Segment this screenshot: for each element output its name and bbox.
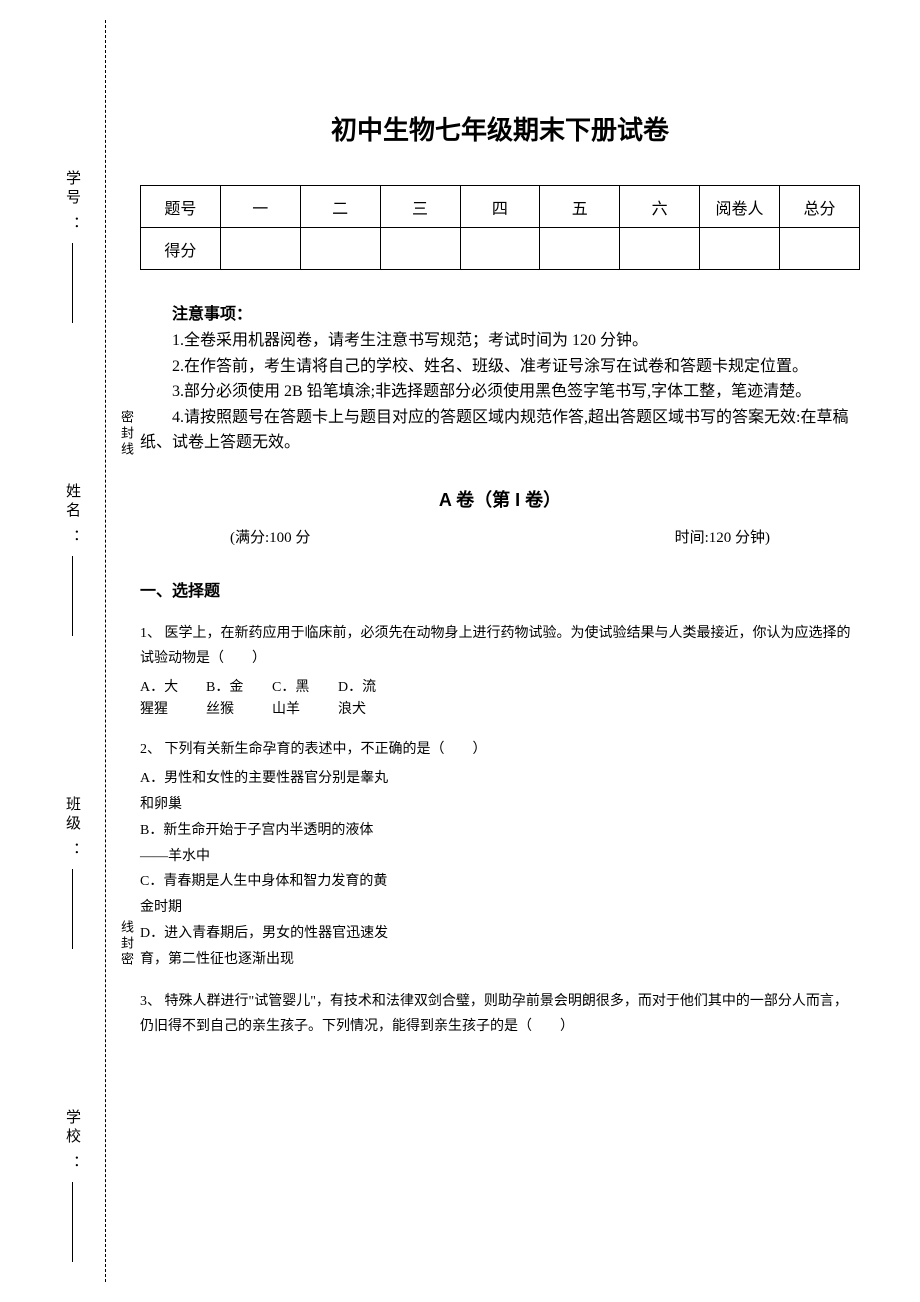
- question-3: 3、 特殊人群进行"试管婴儿"，有技术和法律双剑合璧，则助孕前景会明朗很多，而对…: [140, 989, 860, 1039]
- field-suffix: ：: [62, 842, 83, 861]
- field-blank: [72, 1182, 73, 1262]
- notice-item: 4.请按照题号在答题卡上与题目对应的答题区域内规范作答,超出答题区域书写的答案无…: [140, 405, 860, 456]
- option-c: C．黑山羊: [272, 677, 320, 720]
- cell-blank: [780, 228, 860, 270]
- notice-block: 注意事项： 1.全卷采用机器阅卷，请考生注意书写规范；考试时间为 120 分钟。…: [140, 300, 860, 456]
- option-d: D．流浪犬: [338, 677, 386, 720]
- cell-col: 四: [460, 186, 540, 228]
- field-blank: [72, 243, 73, 323]
- cell-col: 五: [540, 186, 620, 228]
- seal-line-text-top: 密封线: [117, 410, 136, 458]
- cell-blank: [700, 228, 780, 270]
- field-suffix: ：: [62, 529, 83, 548]
- notice-heading: 注意事项：: [140, 300, 860, 324]
- section-a-subheading: (满分:100 分 时间:120 分钟): [140, 526, 860, 547]
- field-suffix: ：: [62, 1155, 83, 1174]
- cell-blank: [300, 228, 380, 270]
- table-row: 得分: [141, 228, 860, 270]
- options-row: A．大猩猩 B．金丝猴 C．黑山羊 D．流浪犬: [140, 677, 860, 720]
- option-a: A．男性和女性的主要性器官分别是睾丸和卵巢: [140, 766, 400, 818]
- notice-item: 1.全卷采用机器阅卷，请考生注意书写规范；考试时间为 120 分钟。: [140, 328, 860, 354]
- option-d: D．进入青春期后，男女的性器官迅速发育，第二性征也逐渐出现: [140, 921, 400, 973]
- notice-item: 3.部分必须使用 2B 铅笔填涂;非选择题部分必须使用黑色签字笔书写,字体工整，…: [140, 379, 860, 405]
- part-1-heading: 一、选择题: [140, 577, 860, 601]
- option-b: B．新生命开始于子宫内半透明的液体——羊水中: [140, 818, 400, 870]
- cell-col: 六: [620, 186, 700, 228]
- question-stem: 3、 特殊人群进行"试管婴儿"，有技术和法律双剑合璧，则助孕前景会明朗很多，而对…: [140, 989, 860, 1039]
- score-table: 题号 一 二 三 四 五 六 阅卷人 总分 得分: [140, 185, 860, 270]
- option-b: B．金丝猴: [206, 677, 254, 720]
- page-content: 初中生物七年级期末下册试卷 题号 一 二 三 四 五 六 阅卷人 总分 得分 注…: [140, 110, 860, 1053]
- student-info-fields: 学号 ： 姓名 ： 班级 ： 学校 ：: [45, 20, 100, 1282]
- cell-col: 二: [300, 186, 380, 228]
- field-label: 姓名: [62, 483, 83, 521]
- exam-time: 时间:120 分钟): [675, 526, 770, 547]
- cell-col: 三: [380, 186, 460, 228]
- cell-blank: [620, 228, 700, 270]
- table-row: 题号 一 二 三 四 五 六 阅卷人 总分: [141, 186, 860, 228]
- full-marks: (满分:100 分: [230, 526, 310, 547]
- field-class: 班级 ：: [45, 796, 100, 949]
- notice-item: 2.在作答前，考生请将自己的学校、姓名、班级、准考证号涂写在试卷和答题卡规定位置…: [140, 354, 860, 380]
- field-suffix: ：: [62, 216, 83, 235]
- field-label: 学号: [62, 170, 83, 208]
- fold-line: [105, 20, 106, 1282]
- field-name: 姓名 ：: [45, 483, 100, 636]
- cell-blank: [540, 228, 620, 270]
- cell-blank: [380, 228, 460, 270]
- field-label: 学校: [62, 1109, 83, 1147]
- question-stem: 2、 下列有关新生命孕育的表述中，不正确的是（ ）: [140, 737, 860, 762]
- cell-header-label: 题号: [141, 186, 221, 228]
- cell-blank: [220, 228, 300, 270]
- field-label: 班级: [62, 796, 83, 834]
- question-1: 1、 医学上，在新药应用于临床前，必须先在动物身上进行药物试验。为使试验结果与人…: [140, 621, 860, 721]
- options-col: A．男性和女性的主要性器官分别是睾丸和卵巢 B．新生命开始于子宫内半透明的液体—…: [140, 766, 860, 973]
- field-blank: [72, 556, 73, 636]
- cell-col: 阅卷人: [700, 186, 780, 228]
- option-a: A．大猩猩: [140, 677, 188, 720]
- question-2: 2、 下列有关新生命孕育的表述中，不正确的是（ ） A．男性和女性的主要性器官分…: [140, 737, 860, 973]
- exam-title: 初中生物七年级期末下册试卷: [140, 110, 860, 147]
- binding-sidebar: 密封线 线封密 学号 ： 姓名 ： 班级 ： 学校 ：: [45, 20, 115, 1282]
- cell-col: 一: [220, 186, 300, 228]
- seal-line-text-bottom: 线封密: [117, 920, 136, 968]
- field-blank: [72, 869, 73, 949]
- field-student-id: 学号 ：: [45, 170, 100, 323]
- field-school: 学校 ：: [45, 1109, 100, 1262]
- cell-row-label: 得分: [141, 228, 221, 270]
- question-stem: 1、 医学上，在新药应用于临床前，必须先在动物身上进行药物试验。为使试验结果与人…: [140, 621, 860, 671]
- section-a-heading: A 卷（第 I 卷）: [140, 486, 860, 512]
- option-c: C．青春期是人生中身体和智力发育的黄金时期: [140, 869, 400, 921]
- cell-blank: [460, 228, 540, 270]
- cell-col: 总分: [780, 186, 860, 228]
